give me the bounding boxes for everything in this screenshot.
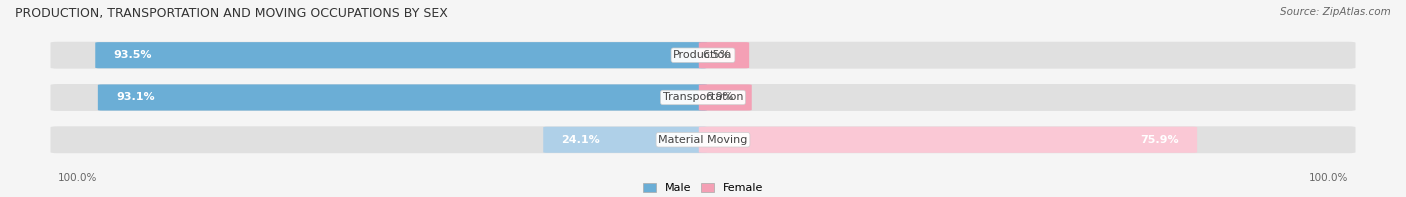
FancyBboxPatch shape: [98, 85, 707, 111]
FancyBboxPatch shape: [543, 127, 707, 153]
FancyBboxPatch shape: [699, 127, 1197, 153]
Legend: Male, Female: Male, Female: [638, 178, 768, 197]
FancyBboxPatch shape: [51, 84, 1355, 111]
Text: 93.5%: 93.5%: [114, 50, 152, 60]
FancyBboxPatch shape: [699, 85, 752, 111]
FancyBboxPatch shape: [51, 126, 1355, 153]
FancyBboxPatch shape: [51, 42, 1355, 69]
Text: 6.5%: 6.5%: [703, 50, 731, 60]
Text: 6.9%: 6.9%: [706, 92, 734, 102]
Text: 75.9%: 75.9%: [1140, 135, 1178, 145]
FancyBboxPatch shape: [699, 42, 749, 68]
Text: 100.0%: 100.0%: [1309, 173, 1348, 183]
Text: Production: Production: [673, 50, 733, 60]
Text: Material Moving: Material Moving: [658, 135, 748, 145]
Text: Transportation: Transportation: [662, 92, 744, 102]
Text: 93.1%: 93.1%: [117, 92, 155, 102]
Text: 100.0%: 100.0%: [58, 173, 97, 183]
Text: PRODUCTION, TRANSPORTATION AND MOVING OCCUPATIONS BY SEX: PRODUCTION, TRANSPORTATION AND MOVING OC…: [15, 7, 449, 20]
Text: 24.1%: 24.1%: [561, 135, 600, 145]
Text: Source: ZipAtlas.com: Source: ZipAtlas.com: [1279, 7, 1391, 17]
FancyBboxPatch shape: [96, 42, 707, 68]
